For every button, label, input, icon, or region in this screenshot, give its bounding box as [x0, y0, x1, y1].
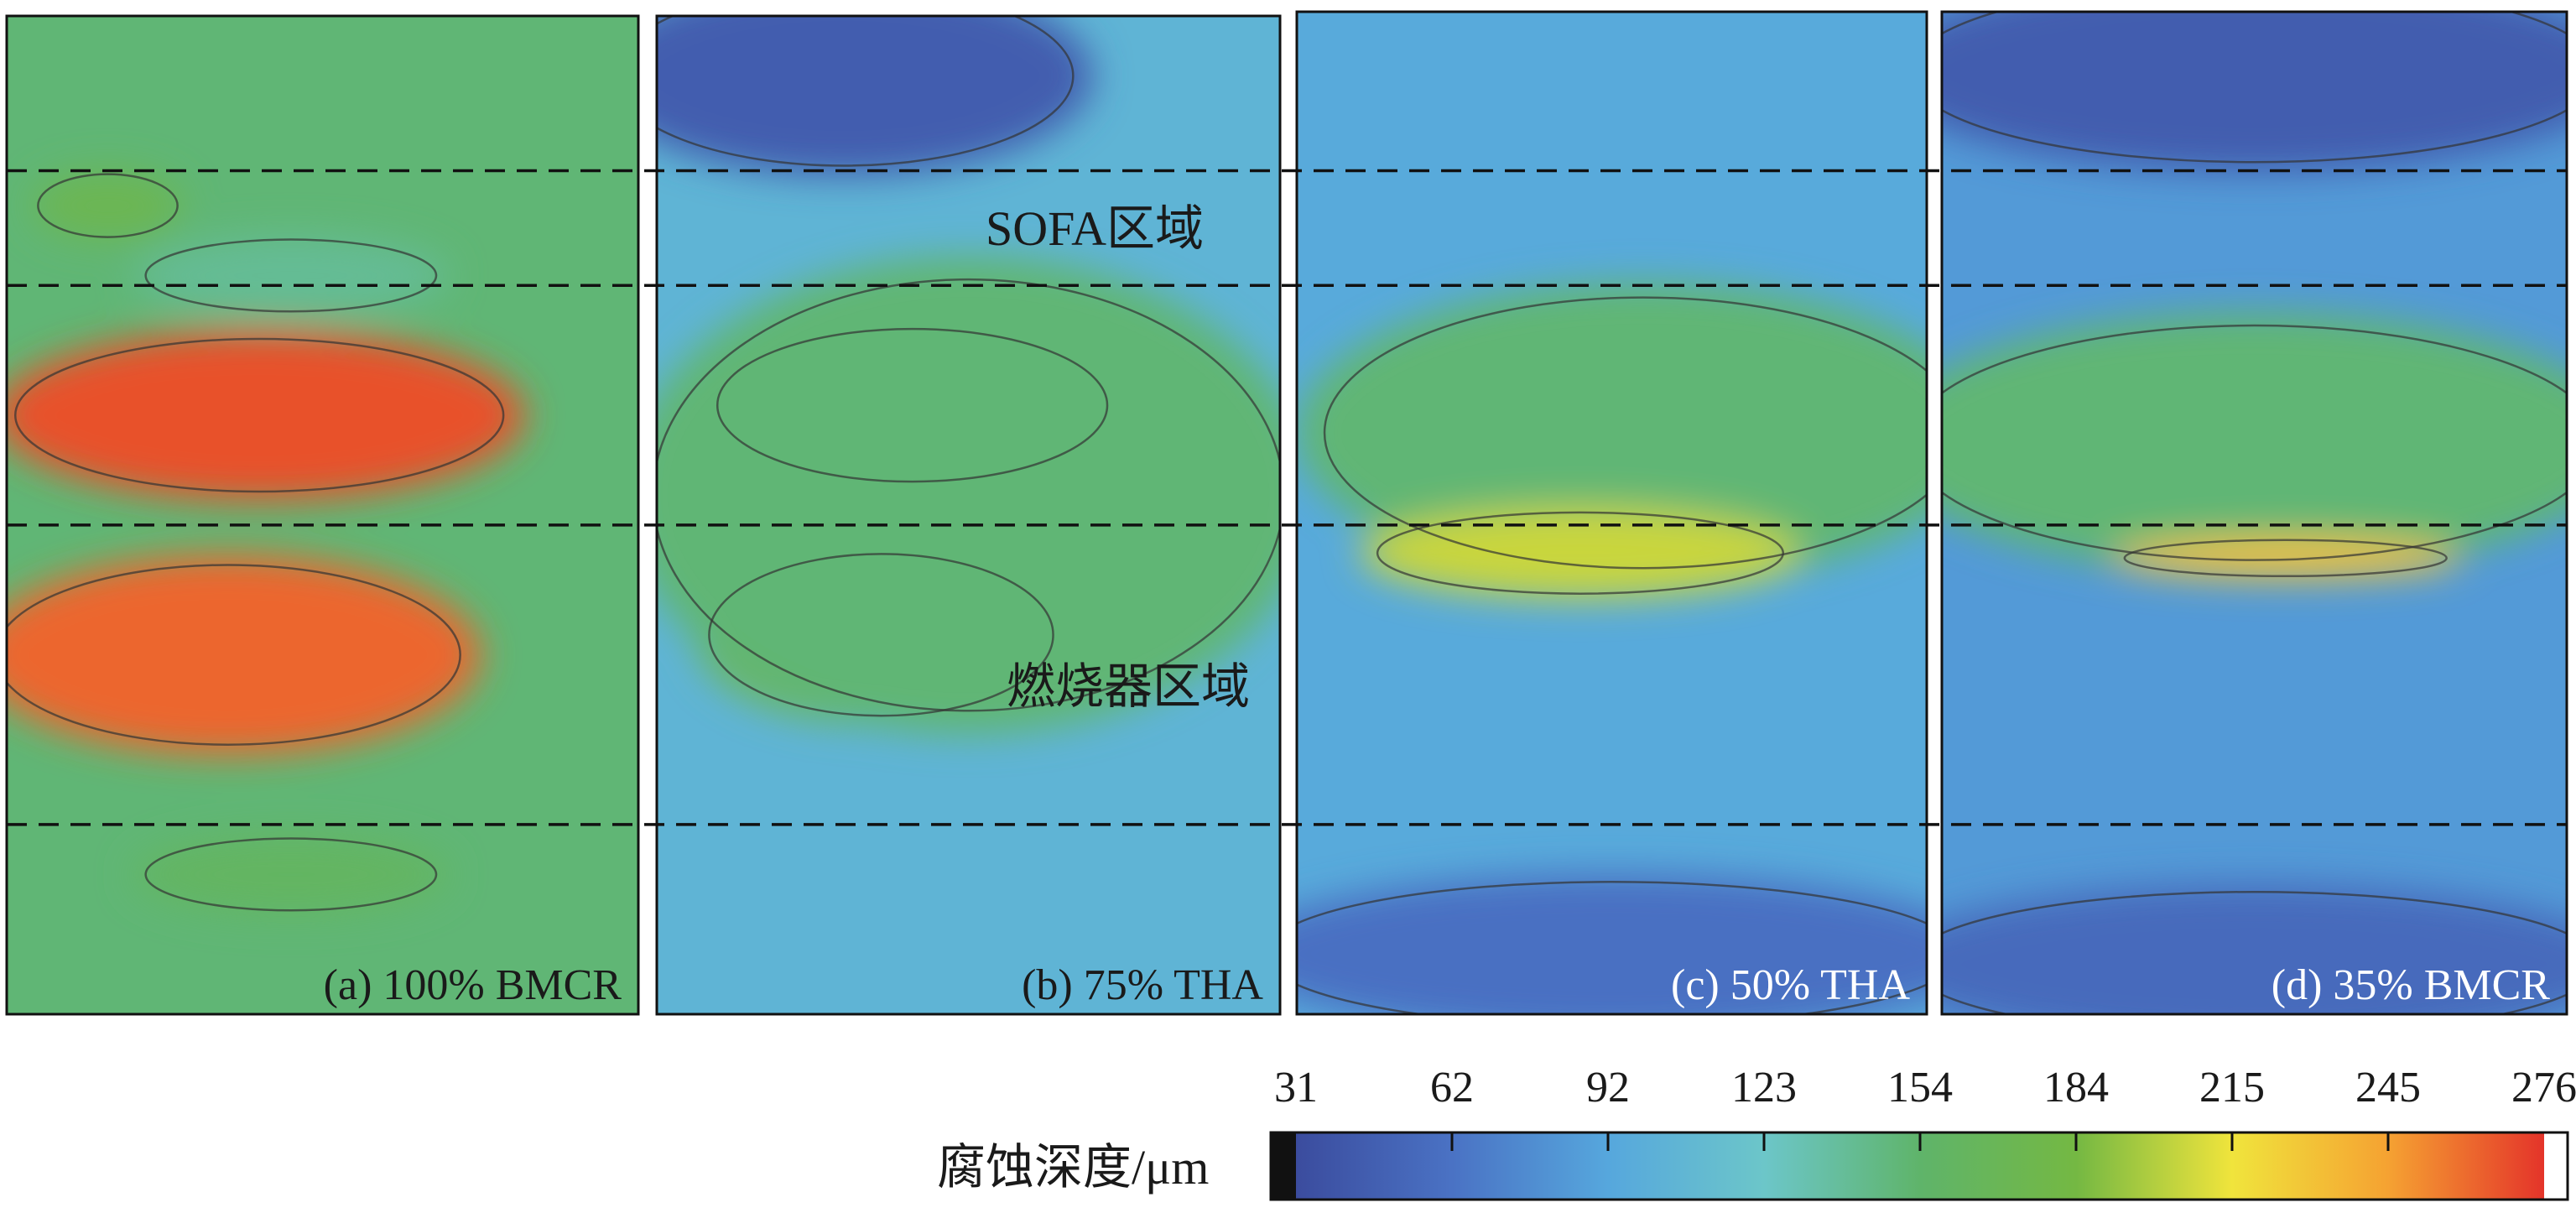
- contour-line: [708, 553, 1054, 717]
- heat-region: [7, 554, 481, 755]
- panel-c: (c) 50% THA: [1295, 10, 1928, 1016]
- contour-line: [657, 16, 1075, 167]
- colorbar-tick-label: 154: [1887, 1064, 1953, 1111]
- heat-region: [2110, 538, 2461, 579]
- colorbar-tick-label: 123: [1731, 1064, 1797, 1111]
- contour-line: [7, 564, 461, 746]
- heat-region: [7, 330, 525, 501]
- contour-line: [716, 327, 1109, 483]
- colorbar-tick-label: 276: [2511, 1064, 2576, 1111]
- zone-label-burner: 燃烧器区域: [1007, 659, 1250, 714]
- heat-region: [133, 834, 450, 914]
- panel-frame: [5, 14, 640, 1016]
- panel-frame: [655, 14, 1282, 1016]
- zone-label-sofa: SOFA区域: [986, 201, 1204, 256]
- panel-frame: [1295, 10, 1928, 1016]
- contour-line: [1376, 511, 1785, 595]
- contour-line: [657, 278, 1280, 712]
- heat-region: [1360, 508, 1801, 599]
- contour-line: [1942, 890, 2567, 1014]
- contour-line: [37, 173, 179, 238]
- colorbar-tick-label: 184: [2043, 1064, 2109, 1111]
- heat-region: [1297, 873, 1927, 1014]
- contour-line: [2123, 539, 2448, 578]
- panel-b: (b) 75% THA: [655, 14, 1282, 1016]
- contour-line: [1942, 12, 2567, 164]
- contour-line: [144, 837, 438, 912]
- contour-line: [13, 337, 505, 493]
- heat-region: [32, 170, 184, 241]
- colorbar-tick-label: 92: [1586, 1064, 1630, 1111]
- heatmap-panels: (a) 100% BMCR (b) 75% THA (c) 50% THA (d) 3…: [5, 10, 2568, 1016]
- panel-label: (b) 75% THA: [1022, 961, 1263, 1009]
- heat-region: [1297, 282, 1927, 584]
- colorbar-tick-label: 215: [2199, 1064, 2265, 1111]
- panel-a: (a) 100% BMCR: [5, 14, 640, 1016]
- panel-d: (d) 35% BMCR: [1940, 10, 2568, 1016]
- colorbar-below-range: [1271, 1132, 1296, 1200]
- heat-region: [657, 16, 1094, 176]
- heat-region: [133, 235, 450, 315]
- contour-line: [1323, 296, 1927, 570]
- panel-label: (d) 35% BMCR: [2272, 961, 2551, 1009]
- contour-line: [144, 238, 438, 313]
- panel-label: (a) 100% BMCR: [324, 961, 622, 1009]
- colorbar-tick-label: 31: [1274, 1064, 1318, 1111]
- heat-region: [657, 255, 1280, 735]
- heat-region: [1942, 12, 2567, 173]
- colorbar-above-range: [2544, 1132, 2568, 1200]
- colorbar: 31 62 92 123 154 184 215 245 276: [1269, 1064, 2576, 1201]
- colorbar-title: 腐蚀深度/μm: [937, 1140, 1209, 1195]
- contour-line: [1942, 324, 2567, 561]
- colorbar-tick-label: 62: [1430, 1064, 1474, 1111]
- heat-region: [1942, 312, 2567, 574]
- contour-line: [1297, 881, 1927, 1014]
- heat-region: [1942, 883, 2567, 1014]
- panel-frame: [1940, 10, 2568, 1016]
- colorbar-tick-label: 245: [2355, 1064, 2421, 1111]
- panel-label: (c) 50% THA: [1671, 961, 1910, 1009]
